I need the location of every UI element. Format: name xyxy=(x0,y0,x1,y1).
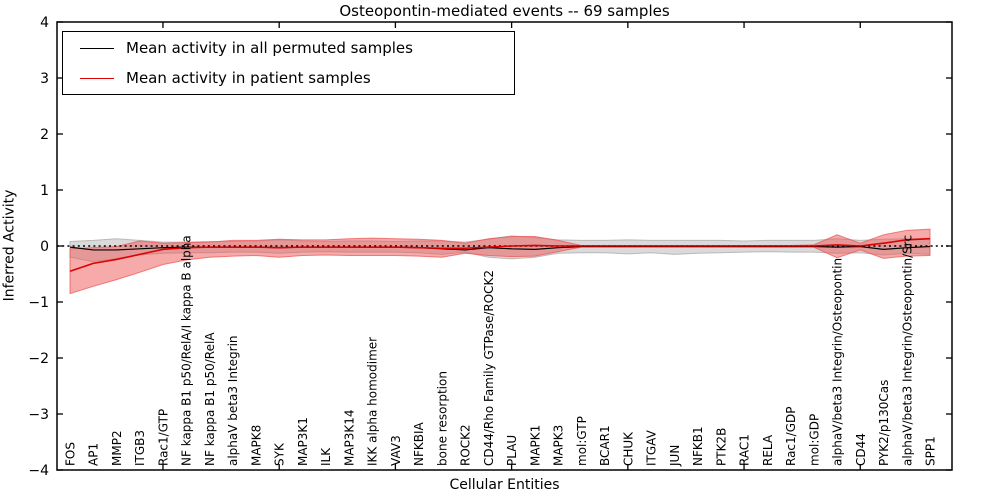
x-category-label: ITGB3 xyxy=(133,430,147,466)
x-category-label: SPP1 xyxy=(924,436,938,466)
x-axis-label: Cellular Entities xyxy=(449,477,560,493)
x-category-label: CD44/Rho Family GTPase/ROCK2 xyxy=(482,270,496,466)
x-category-label: RAC1 xyxy=(738,434,752,466)
x-category-label: alphaV/beta3 Integrin/Osteopontin xyxy=(831,258,845,466)
y-tick-label: −1 xyxy=(28,295,49,311)
y-tick-label: 2 xyxy=(40,127,49,143)
x-category-label: alphaV/beta3 Integrin/Osteopontin/Src xyxy=(900,235,914,466)
x-category-label: SYK xyxy=(273,442,287,466)
x-category-label: NF kappa B1 p50/RelA/I kappa B alpha xyxy=(180,235,194,466)
chart-title: Osteopontin-mediated events -- 69 sample… xyxy=(339,2,670,20)
x-category-label: NF kappa B1 p50/RelA xyxy=(203,332,217,466)
x-category-label: ITGAV xyxy=(645,429,659,466)
x-category-label: FOS xyxy=(64,442,78,466)
x-category-label: IKK alpha homodimer xyxy=(366,337,380,466)
x-category-label: mol:GDP xyxy=(807,414,821,466)
x-category-label: MAPK3 xyxy=(552,425,566,466)
x-category-label: VAV3 xyxy=(389,435,403,466)
x-category-label: ILK xyxy=(319,447,333,466)
x-category-label: CHUK xyxy=(621,431,635,466)
x-category-label: PLAU xyxy=(505,435,519,466)
legend-label-patient: Mean activity in patient samples xyxy=(126,68,371,87)
legend: Mean activity in all permuted samples Me… xyxy=(62,31,515,95)
y-tick-label: 3 xyxy=(40,71,49,87)
y-axis-label: Inferred Activity xyxy=(1,189,18,302)
y-tick-label: −4 xyxy=(28,463,49,479)
x-category-label: MAPK8 xyxy=(249,425,263,466)
y-tick-label: 0 xyxy=(40,239,49,255)
x-category-label: NFKBIA xyxy=(412,421,426,466)
x-category-label: RELA xyxy=(761,434,775,466)
y-tick-label: 1 xyxy=(40,183,49,199)
y-tick-label: −3 xyxy=(28,407,49,423)
x-category-label: BCAR1 xyxy=(598,425,612,466)
x-category-label: MMP2 xyxy=(110,430,124,466)
legend-entry-patient: Mean activity in patient samples xyxy=(80,66,514,90)
x-category-label: PYK2/p130Cas xyxy=(877,380,891,466)
legend-label-permuted: Mean activity in all permuted samples xyxy=(126,38,413,57)
x-category-label: Rac1/GDP xyxy=(784,407,798,466)
legend-line-patient-icon xyxy=(80,77,114,79)
band-patient-samples-range xyxy=(69,228,931,295)
x-category-label: Rac1/GTP xyxy=(156,409,170,466)
x-category-label: mol:GTP xyxy=(575,416,589,466)
x-category-label: CD44 xyxy=(854,433,868,466)
x-category-label: bone resorption xyxy=(435,371,449,466)
x-category-label: MAP3K1 xyxy=(296,417,310,466)
y-tick-label: 4 xyxy=(40,15,49,31)
legend-entry-permuted: Mean activity in all permuted samples xyxy=(80,36,514,60)
x-category-label: NFKB1 xyxy=(691,426,705,466)
y-tick-label: −2 xyxy=(28,351,49,367)
x-category-label: alphaV beta3 Integrin xyxy=(226,335,240,466)
x-category-label: ROCK2 xyxy=(459,424,473,466)
x-category-label: MAPK1 xyxy=(528,425,542,466)
x-category-label: MAP3K14 xyxy=(342,409,356,466)
x-category-label: PTK2B xyxy=(714,428,728,466)
legend-line-permuted-icon xyxy=(80,47,114,49)
x-category-label: AP1 xyxy=(87,443,101,466)
series-line-patient xyxy=(69,237,931,272)
x-category-label: JUN xyxy=(668,445,682,467)
